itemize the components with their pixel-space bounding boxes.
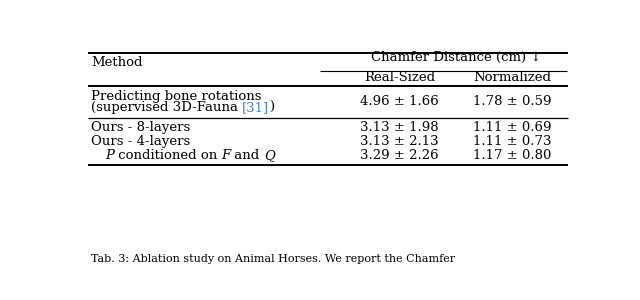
Text: Real-Sized: Real-Sized (364, 71, 435, 84)
Text: Chamfer Distance (cm) ↓: Chamfer Distance (cm) ↓ (371, 51, 541, 64)
Text: (supervised 3D-Fauna: (supervised 3D-Fauna (91, 101, 242, 114)
Text: ): ) (269, 101, 275, 114)
Text: P: P (105, 149, 114, 162)
Text: 1.78 ± 0.59: 1.78 ± 0.59 (473, 95, 552, 108)
Text: F: F (221, 149, 230, 162)
Text: [31]: [31] (242, 101, 269, 114)
Text: Ours - 4-layers: Ours - 4-layers (91, 135, 190, 148)
Text: 3.13 ± 2.13: 3.13 ± 2.13 (360, 135, 438, 148)
Text: Normalized: Normalized (474, 71, 552, 84)
Text: Tab. 3: Ablation study on Animal Horses. We report the Chamfer: Tab. 3: Ablation study on Animal Horses.… (91, 254, 455, 264)
Text: 1.11 ± 0.69: 1.11 ± 0.69 (473, 121, 552, 134)
Text: 3.29 ± 2.26: 3.29 ± 2.26 (360, 149, 438, 162)
Text: Predicting bone rotations: Predicting bone rotations (91, 90, 261, 103)
Text: Method: Method (91, 56, 142, 69)
Text: and: and (230, 149, 264, 162)
Text: 1.17 ± 0.80: 1.17 ± 0.80 (473, 149, 552, 162)
Text: conditioned on: conditioned on (114, 149, 221, 162)
Text: 4.96 ± 1.66: 4.96 ± 1.66 (360, 95, 438, 108)
Text: Q: Q (264, 149, 275, 162)
Text: 3.13 ± 1.98: 3.13 ± 1.98 (360, 121, 438, 134)
Text: 1.11 ± 0.73: 1.11 ± 0.73 (473, 135, 552, 148)
Text: Ours - 8-layers: Ours - 8-layers (91, 121, 190, 134)
